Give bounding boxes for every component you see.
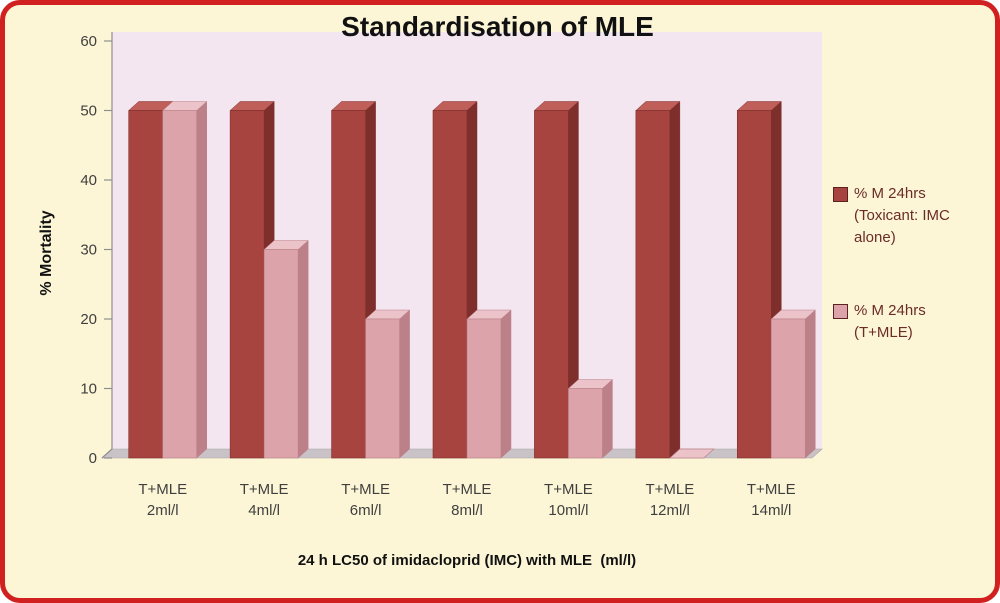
legend-label-line: % M 24hrs [854, 302, 926, 319]
category-label: T+MLE [240, 481, 289, 498]
bar-s2-c6 [668, 448, 715, 459]
y-tick-label: 40 [80, 172, 97, 189]
y-tick-label: 60 [80, 33, 97, 50]
category-label: T+MLE [341, 481, 390, 498]
chart-plot-area: 0 10 20 30 40 50 60 T+MLE 2ml/l T+MLE 4ml/l T+MLE 6m… [80, 32, 823, 519]
category-label: 14ml/l [751, 502, 791, 519]
bar-s2-c3-front [365, 318, 400, 459]
category-label: T+MLE [544, 481, 593, 498]
legend-marker-series2-icon [833, 304, 848, 319]
bar-s2-c7-front [770, 318, 806, 459]
bar-s2-c1-side [196, 100, 207, 459]
bar-s1-c6-front [635, 110, 671, 459]
legend-marker-series1-icon [833, 187, 848, 202]
category-label: T+MLE [138, 481, 187, 498]
legend-entry-series1: % M 24hrs (Toxicant: IMC alone) [833, 183, 950, 249]
y-tick-label: 20 [80, 311, 97, 328]
category-label: 10ml/l [548, 502, 588, 519]
category-label: 4ml/l [248, 502, 280, 519]
legend-label-line: alone) [854, 229, 896, 246]
bar-s1-c2-front [229, 110, 265, 459]
y-axis-title: % Mortality [38, 210, 55, 296]
bar-s2-c5-side [602, 378, 613, 459]
bar-s1-c7-front [736, 110, 772, 459]
bar-s2-c1-front [162, 110, 198, 459]
category-label: T+MLE [747, 481, 796, 498]
legend-label-line: (Toxicant: IMC [854, 207, 950, 224]
bar-s2-c3-side [399, 309, 410, 459]
bar-s2-c4-front [466, 318, 502, 459]
y-tick-label: 50 [80, 103, 97, 120]
bar-s2-c2-side [297, 239, 309, 459]
category-label: T+MLE [645, 481, 694, 498]
legend-entry-series2: % M 24hrs (T+MLE) [833, 300, 926, 344]
category-label: T+MLE [443, 481, 492, 498]
bar-s1-c4-front [432, 110, 468, 459]
legend-label-line: (T+MLE) [854, 324, 913, 341]
bar-s2-c5-front [568, 388, 603, 459]
bar-s2-c2-front [263, 249, 299, 459]
x-axis-title: 24 h LC50 of imidacloprid (IMC) with MLE… [297, 552, 637, 569]
category-label: 8ml/l [451, 502, 483, 519]
bar-s1-c5-front [534, 110, 569, 459]
y-tick-label: 0 [89, 450, 97, 467]
y-tick-label: 30 [80, 242, 97, 259]
category-label: 6ml/l [350, 502, 382, 519]
bar-s1-c1-front [128, 110, 164, 459]
bar-s1-c6-side [669, 100, 681, 459]
bar-s1-c3-front [331, 110, 366, 459]
bar-s2-c7-side [805, 309, 816, 459]
y-tick-label: 10 [80, 381, 97, 398]
y-axis-line [101, 32, 113, 459]
chart-title: Standardisation of MLE [341, 11, 654, 42]
legend-label-line: % M 24hrs [854, 185, 926, 202]
category-label: 12ml/l [650, 502, 690, 519]
category-label: 2ml/l [147, 502, 179, 519]
bar-s2-c4-side [500, 309, 512, 459]
